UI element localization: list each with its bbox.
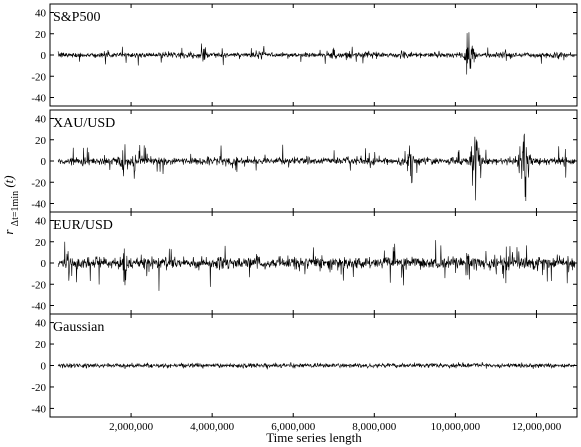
y-tick-label: 40 [35, 8, 47, 20]
y-tick-label: -20 [31, 382, 46, 394]
panel-eur-usd: 40 20 0 -20 -40 EUR/USD [31, 211, 578, 315]
y-tick-label: -40 [31, 93, 46, 105]
y-tick-label: 20 [35, 339, 47, 351]
x-tick-label: 10,000,000 [431, 421, 481, 433]
x-tick-label: 8,000,000 [352, 421, 397, 433]
y-tick-label: 40 [35, 114, 47, 126]
y-axis-label-suffix: (t) [1, 175, 16, 187]
y-tick-label: 0 [41, 50, 47, 62]
y-tick-label: -40 [31, 199, 46, 211]
y-tick-label: 0 [41, 361, 47, 373]
panel-xau-usd: 40 20 0 -20 -40 XAU/USD [31, 109, 578, 213]
series-line-eur-usd [57, 240, 576, 291]
series-label-xau-usd: XAU/USD [53, 116, 115, 131]
y-tick-label: 40 [35, 318, 47, 330]
series-line-gaussian [57, 361, 576, 370]
y-tick-label: -20 [31, 71, 46, 83]
y-tick-label: -20 [31, 177, 46, 189]
y-axis-label-main: r [1, 229, 16, 235]
panel-s-p500: 40 20 0 -20 -40 S&P500 [31, 3, 578, 107]
y-tick-label: 20 [35, 29, 47, 41]
series-line-xau-usd [57, 133, 576, 201]
y-axis-label: r Δt=1min (t) [1, 175, 21, 234]
y-tick-label: 0 [41, 156, 47, 168]
x-tick-label: 4,000,000 [190, 421, 235, 433]
series-label-eur-usd: EUR/USD [53, 218, 113, 233]
x-tick-label: 6,000,000 [271, 421, 316, 433]
series-label-gaussian: Gaussian [53, 320, 104, 335]
y-tick-label: 20 [35, 237, 47, 249]
panel-gaussian: 40 20 0 -20 -40 Gaussian [31, 313, 578, 418]
x-tick-label: 12,000,000 [512, 421, 562, 433]
series-label-s-p500: S&P500 [53, 10, 100, 25]
series-line-s-p500 [57, 32, 576, 75]
y-tick-label: 20 [35, 135, 47, 147]
y-tick-label: 40 [35, 216, 47, 228]
y-tick-label: -40 [31, 301, 46, 313]
y-tick-label: -20 [31, 279, 46, 291]
x-tick-label: 2,000,000 [109, 421, 154, 433]
y-axis-label-subscript: Δt=1min [10, 191, 21, 226]
y-tick-label: 0 [41, 258, 47, 270]
y-tick-label: -40 [31, 403, 46, 415]
x-axis-label: Time series length [266, 430, 362, 445]
